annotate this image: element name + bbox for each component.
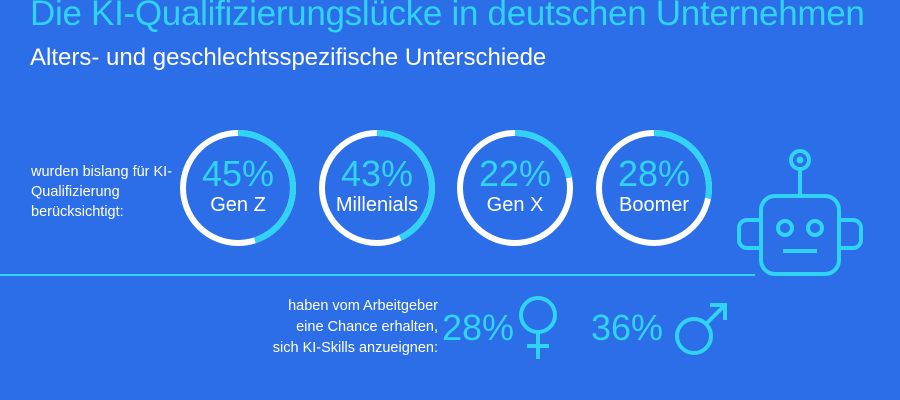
donut-category-label-boomer: Boomer bbox=[618, 194, 690, 216]
section-divider bbox=[0, 274, 755, 276]
donut-gen-z: 45% Gen Z bbox=[178, 128, 298, 248]
donut-percent-label-gen-z: 45% bbox=[201, 153, 275, 194]
gender-section-lead: haben vom Arbeitgeber eine Chance erhalt… bbox=[238, 296, 438, 359]
gender-lead-line-1: haben vom Arbeitgeber bbox=[288, 298, 438, 314]
male-symbol-icon bbox=[675, 303, 727, 355]
page-subtitle: Alters- und geschlechtsspezifische Unter… bbox=[30, 44, 547, 71]
gender-lead-line-3: sich KI-Skills anzueignen: bbox=[272, 340, 438, 356]
donut-category-label-gen-z: Gen Z bbox=[210, 194, 266, 216]
generation-section-lead: wurden bislang für KI-Qualifizierung ber… bbox=[31, 164, 173, 220]
donut-ring-gen-x bbox=[457, 130, 573, 246]
donut-percent-label-millenials: 43% bbox=[340, 153, 414, 194]
page-title: Die KI-Qualifizierungslücke in deutschen… bbox=[30, 0, 865, 33]
female-percentage: 28% bbox=[442, 307, 515, 348]
donut-ring-millenials bbox=[319, 130, 435, 246]
donut-value-arc-gen-x bbox=[457, 130, 573, 246]
donut-value-arc-millenials bbox=[319, 130, 435, 246]
robot-icon bbox=[737, 149, 863, 276]
male-percentage: 36% bbox=[591, 307, 664, 348]
donut-category-label-gen-x: Gen X bbox=[486, 194, 544, 216]
gender-lead-line-2: eine Chance erhalten, bbox=[296, 319, 438, 335]
donut-gen-x: 22% Gen X bbox=[455, 128, 575, 248]
donut-value-arc-gen-z bbox=[180, 130, 296, 246]
donut-millenials: 43% Millenials bbox=[317, 128, 437, 248]
donut-value-arc-boomer bbox=[596, 130, 712, 246]
donut-boomer: 28% Boomer bbox=[594, 128, 714, 248]
donut-percent-label-boomer: 28% bbox=[617, 153, 691, 194]
donut-ring-boomer bbox=[596, 130, 712, 246]
donut-category-label-millenials: Millenials bbox=[335, 194, 419, 216]
female-symbol-icon bbox=[519, 296, 557, 359]
donut-ring-gen-z bbox=[180, 130, 296, 246]
donut-percent-label-gen-x: 22% bbox=[478, 153, 552, 194]
